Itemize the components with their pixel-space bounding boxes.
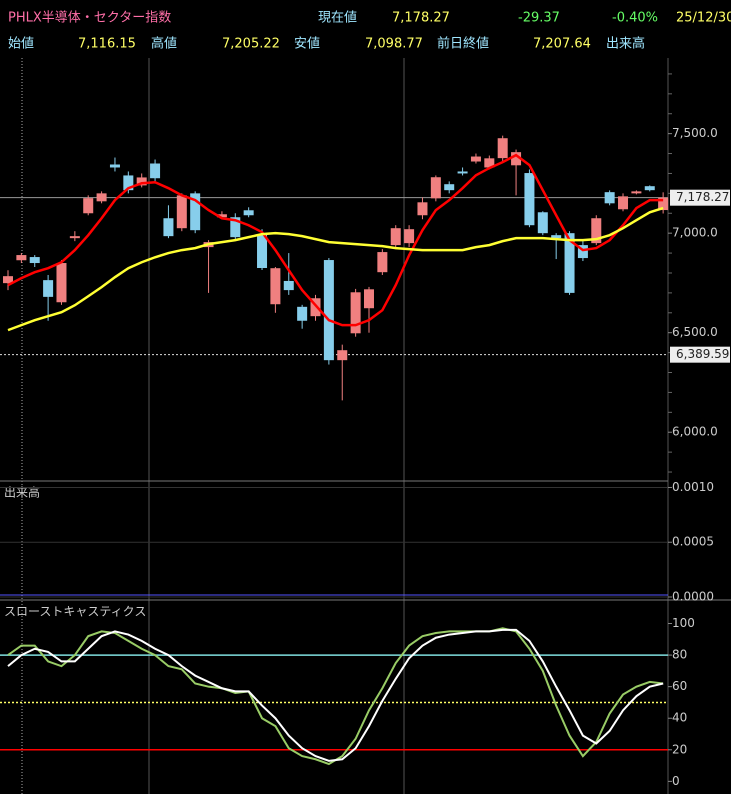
label: 安値 — [294, 36, 320, 52]
price-label-box — [670, 346, 730, 363]
candle-body — [363, 289, 374, 309]
y-tick-label: 6,500.0 — [672, 325, 718, 339]
y-tick-label: 80 — [672, 648, 687, 662]
candle-body — [69, 236, 80, 239]
candle-body — [257, 234, 268, 269]
y-tick-label: 0.0005 — [672, 535, 714, 549]
value: 7,116.15 — [78, 37, 136, 52]
candle-body — [457, 171, 468, 174]
panel-title: スローストキャスティクス — [4, 605, 146, 619]
candle-body — [524, 173, 535, 226]
y-tick-label: 0 — [672, 774, 680, 788]
line-series — [7, 628, 664, 762]
candle-body — [658, 197, 669, 211]
price-label-box — [670, 189, 730, 206]
price-label: 6,389.59 — [676, 347, 729, 361]
candle-body — [470, 156, 481, 162]
candle-body — [537, 212, 548, 234]
candle-body — [310, 298, 321, 317]
candle-body — [56, 263, 67, 303]
candle-body — [29, 257, 40, 264]
value: 7,178.27 — [392, 11, 450, 26]
candle-body — [404, 229, 415, 244]
label: 出来高 — [606, 36, 645, 52]
y-tick-label: 20 — [672, 742, 687, 756]
candle-body — [577, 245, 588, 259]
header: PHLX半導体・セクター指数 現在値 7,178.27 -29.37 -0.40… — [8, 10, 731, 52]
title: PHLX半導体・セクター指数 — [8, 11, 171, 26]
candle-body — [417, 202, 428, 216]
value: 7,207.64 — [533, 37, 591, 52]
candle-body — [216, 214, 227, 218]
panel-title: 出来高 — [4, 485, 40, 500]
candle-body — [3, 276, 13, 284]
candle-body — [337, 350, 348, 361]
y-tick-label: 0.0010 — [672, 480, 714, 494]
candle-body — [176, 195, 187, 229]
candle-body — [16, 255, 27, 261]
candle-body — [83, 198, 94, 214]
y-tick-label: 60 — [672, 679, 687, 693]
y-tick-label: 7,500.0 — [672, 126, 718, 140]
candle-body — [604, 192, 615, 204]
candle-body — [631, 191, 642, 194]
candle-body — [390, 228, 401, 246]
price-label: 7,178.27 — [676, 190, 729, 204]
line-series — [7, 153, 664, 327]
y-tick-label: 6,000.0 — [672, 425, 718, 439]
candle-body — [564, 233, 575, 293]
candle-body — [150, 163, 161, 179]
candle-body — [644, 186, 655, 191]
y-tick-label: 0.0000 — [672, 590, 714, 604]
candle-body — [123, 175, 134, 191]
candle-body — [350, 292, 361, 334]
candle-body — [136, 177, 147, 186]
value: 7,205.22 — [222, 37, 280, 52]
label: 現在値 — [318, 10, 357, 26]
candle-body — [230, 217, 241, 238]
candle-body — [163, 218, 174, 237]
candle-body — [484, 158, 495, 168]
candle-body — [190, 193, 201, 231]
label: 高値 — [151, 36, 177, 52]
candle-body — [511, 152, 522, 166]
candle-body — [43, 280, 54, 297]
candle-body — [591, 218, 602, 244]
candle-body — [283, 280, 294, 291]
label: 始値 — [8, 36, 34, 52]
candle-body — [96, 193, 107, 202]
candle-body — [430, 177, 441, 199]
value: -29.37 — [518, 11, 560, 26]
candle-body — [297, 306, 308, 321]
candle-body — [551, 235, 562, 239]
y-tick-label: 7,000.0 — [672, 226, 718, 240]
y-tick-label: 100 — [672, 616, 695, 630]
candle-body — [618, 196, 629, 210]
y-tick-label: 40 — [672, 711, 687, 725]
candle-body — [497, 138, 508, 159]
value: -0.40% — [612, 11, 658, 26]
candle-body — [243, 210, 254, 216]
candle-body — [377, 252, 388, 273]
line-series — [7, 206, 664, 332]
value: 7,098.77 — [365, 37, 423, 52]
candle-body — [109, 164, 120, 168]
date: 25/12/30 — [676, 11, 731, 26]
candle-body — [444, 184, 455, 191]
frame — [0, 58, 731, 794]
candle-body — [323, 260, 334, 361]
candle-body — [270, 268, 281, 305]
label: 前日終値 — [437, 36, 489, 52]
